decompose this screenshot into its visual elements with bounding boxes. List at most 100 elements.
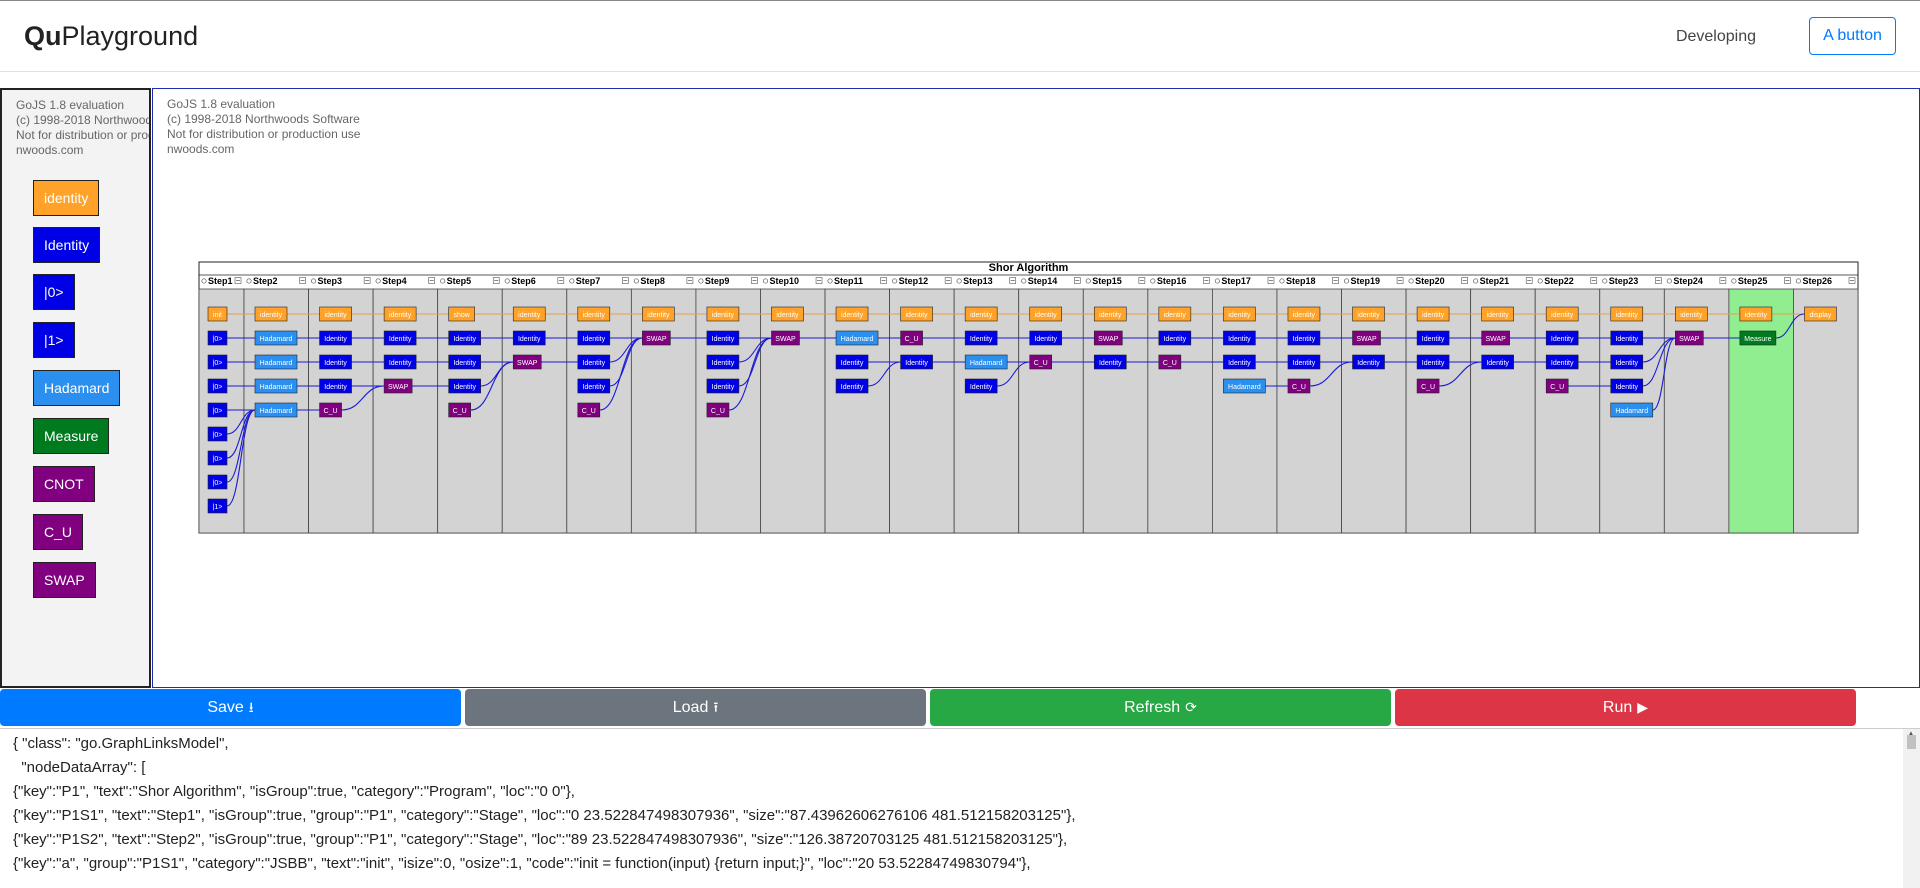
gate-node[interactable]: identity [964, 306, 998, 322]
gate-node[interactable]: identity [1545, 306, 1579, 322]
gate-node-body[interactable] [642, 306, 675, 322]
wire-link[interactable] [599, 337, 643, 411]
stage-body[interactable] [889, 288, 955, 534]
gate-node-body[interactable] [1287, 306, 1321, 322]
a-button[interactable]: A button [1809, 17, 1896, 55]
gate-node-body[interactable] [577, 306, 611, 322]
gate-node-body[interactable] [254, 306, 288, 322]
circuit-diagram-svg[interactable]: Shor Algorithm Step1 Step2 Step3 Step4 Step5 S… [153, 89, 1919, 687]
stage-port-icon[interactable] [1021, 278, 1027, 284]
stage-group[interactable]: Step6 [501, 276, 568, 534]
gate-node[interactable]: |0> [207, 474, 228, 490]
stage-group[interactable]: Step25 [1728, 276, 1794, 534]
gate-node-body[interactable] [207, 306, 228, 322]
gate-node-body[interactable] [448, 402, 471, 418]
developing-link[interactable]: Developing [1675, 28, 1756, 45]
gate-node-body[interactable] [577, 330, 611, 346]
gate-node-body[interactable] [1223, 354, 1256, 370]
stage-port-icon[interactable] [827, 278, 833, 284]
stage-port-icon[interactable] [1343, 278, 1350, 284]
gate-node-body[interactable] [1481, 306, 1514, 322]
gate-node-body[interactable] [319, 378, 352, 394]
gate-node-body[interactable] [448, 378, 481, 394]
gate-node-body[interactable] [254, 330, 298, 346]
gate-node-body[interactable] [1545, 306, 1579, 322]
gate-node-body[interactable] [835, 378, 869, 394]
gate-node[interactable]: display [1804, 306, 1837, 322]
stage-port-icon[interactable] [311, 278, 317, 284]
wire-link[interactable] [1652, 337, 1676, 411]
brand-logo[interactable]: QuPlayground [24, 21, 198, 52]
gate-node-body[interactable] [1223, 306, 1256, 322]
gate-node[interactable]: Hadamard [964, 354, 1008, 370]
gate-node[interactable]: C_U [577, 402, 601, 418]
gate-node[interactable]: Identity [319, 378, 352, 394]
gate-node-body[interactable] [254, 354, 298, 370]
gate-node[interactable]: SWAP [383, 378, 413, 394]
stage-port-icon[interactable] [1214, 278, 1220, 284]
gate-node-body[interactable] [1610, 306, 1644, 322]
stage-port-icon[interactable] [1408, 278, 1414, 284]
gate-node-body[interactable] [1029, 330, 1063, 346]
gate-node[interactable]: identity [1158, 306, 1192, 322]
wire-link[interactable] [1309, 361, 1353, 387]
stage-port-icon[interactable] [1085, 278, 1091, 284]
gate-node[interactable]: Identity [1416, 330, 1450, 346]
gate-node[interactable]: Identity [1287, 354, 1321, 370]
gate-node[interactable]: Identity [1287, 330, 1321, 346]
stage-port-icon[interactable] [892, 278, 898, 284]
gate-node[interactable]: Identity [1416, 354, 1450, 370]
gate-node[interactable]: show [448, 306, 475, 322]
gate-node-body[interactable] [1093, 354, 1127, 370]
gate-node[interactable]: identity [835, 306, 869, 322]
gate-node-body[interactable] [1804, 306, 1837, 322]
gate-node-body[interactable] [1029, 306, 1063, 322]
stage-group[interactable]: Step11 [824, 276, 890, 534]
gate-node[interactable]: Identity [319, 354, 352, 370]
gate-node[interactable]: Measure [1739, 330, 1777, 346]
circuit-diagram-canvas[interactable]: GoJS 1.8 evaluation (c) 1998-2018 Northw… [152, 88, 1920, 688]
gate-node[interactable]: Identity [964, 330, 998, 346]
stage-port-icon[interactable] [1150, 278, 1156, 284]
gate-node-body[interactable] [900, 306, 933, 322]
stage-group[interactable]: Step24 [1663, 276, 1730, 534]
stage-body[interactable] [1534, 288, 1601, 534]
stage-group[interactable]: Step16 [1147, 276, 1213, 534]
palette-item[interactable]: |0> [33, 274, 75, 310]
gate-node[interactable]: identity [1287, 306, 1321, 322]
gate-node[interactable]: Identity [706, 378, 740, 394]
stage-group[interactable]: Step12 [889, 276, 955, 534]
gate-node-body[interactable] [1352, 330, 1381, 346]
palette-item[interactable]: identity [33, 180, 100, 216]
stage-group[interactable]: Step19 [1341, 276, 1407, 534]
gate-node[interactable]: identity [771, 306, 804, 322]
wire-link[interactable] [1439, 361, 1482, 387]
palette-item[interactable]: Hadamard [33, 370, 121, 406]
gate-node-body[interactable] [1287, 354, 1321, 370]
gate-node[interactable]: |1> [207, 498, 228, 514]
stage-port-icon[interactable] [1731, 278, 1737, 284]
gate-node-body[interactable] [383, 354, 417, 370]
wire-link[interactable] [470, 361, 514, 411]
gate-node[interactable]: Hadamard [254, 378, 298, 394]
save-button[interactable]: Save ⭳ [0, 689, 461, 726]
stage-body[interactable] [1147, 288, 1213, 534]
gate-node[interactable]: SWAP [1093, 330, 1123, 346]
stage-body[interactable] [824, 288, 890, 534]
gate-node-body[interactable] [900, 330, 923, 346]
gate-node-body[interactable] [448, 354, 481, 370]
gate-node[interactable]: identity [319, 306, 352, 322]
gate-node-body[interactable] [964, 354, 1008, 370]
gate-node[interactable]: identity [1416, 306, 1450, 322]
stage-group[interactable]: Step18 [1276, 276, 1342, 534]
gate-node-body[interactable] [706, 402, 730, 418]
stage-port-icon[interactable] [1795, 278, 1801, 284]
stage-body[interactable] [760, 288, 826, 534]
gate-node-body[interactable] [577, 354, 611, 370]
gate-node[interactable]: Identity [1545, 354, 1579, 370]
node-palette[interactable]: GoJS 1.8 evaluation (c) 1998-2018 Northw… [0, 88, 151, 688]
gate-node-body[interactable] [577, 402, 601, 418]
gate-node[interactable]: Identity [1352, 354, 1385, 370]
stage-port-icon[interactable] [698, 278, 704, 284]
gate-node[interactable]: Identity [319, 330, 352, 346]
